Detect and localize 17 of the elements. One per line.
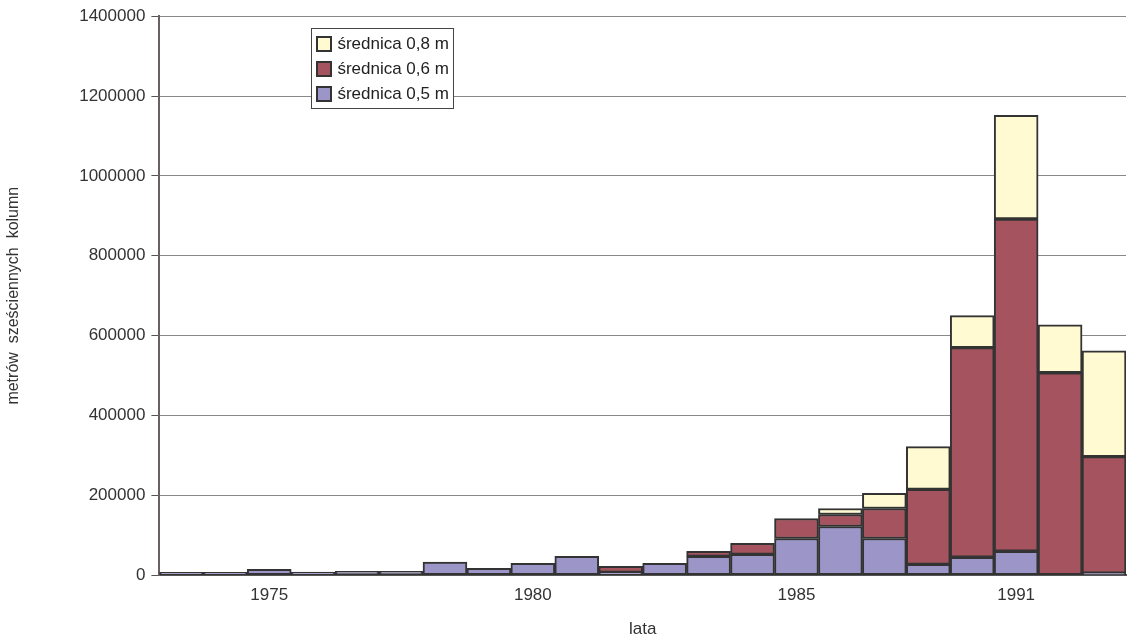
y-tick-label: 600000 bbox=[88, 325, 146, 345]
y-tick-label: 1200000 bbox=[79, 85, 146, 105]
y-tick-label: 1400000 bbox=[79, 5, 146, 25]
x-tick-label: 1985 bbox=[777, 585, 816, 605]
y-axis-title: metrów sześciennych kolumn bbox=[4, 186, 22, 405]
x-tick-label: 1980 bbox=[513, 585, 552, 605]
legend-label: średnica 0,8 m bbox=[337, 33, 449, 54]
y-tick-label: 400000 bbox=[88, 405, 146, 425]
y-tick-label: 1000000 bbox=[79, 165, 146, 185]
y-tick-label: 0 bbox=[135, 564, 146, 584]
y-tick-label: 200000 bbox=[88, 485, 146, 505]
y-tick-label: 800000 bbox=[88, 245, 146, 265]
x-tick-label: 1975 bbox=[250, 585, 289, 605]
x-tick-label: 1991 bbox=[997, 585, 1036, 605]
x-axis-title: lata bbox=[628, 619, 657, 639]
legend-label: średnica 0,6 m bbox=[337, 58, 449, 79]
legend-label: średnica 0,5 m bbox=[337, 83, 449, 104]
